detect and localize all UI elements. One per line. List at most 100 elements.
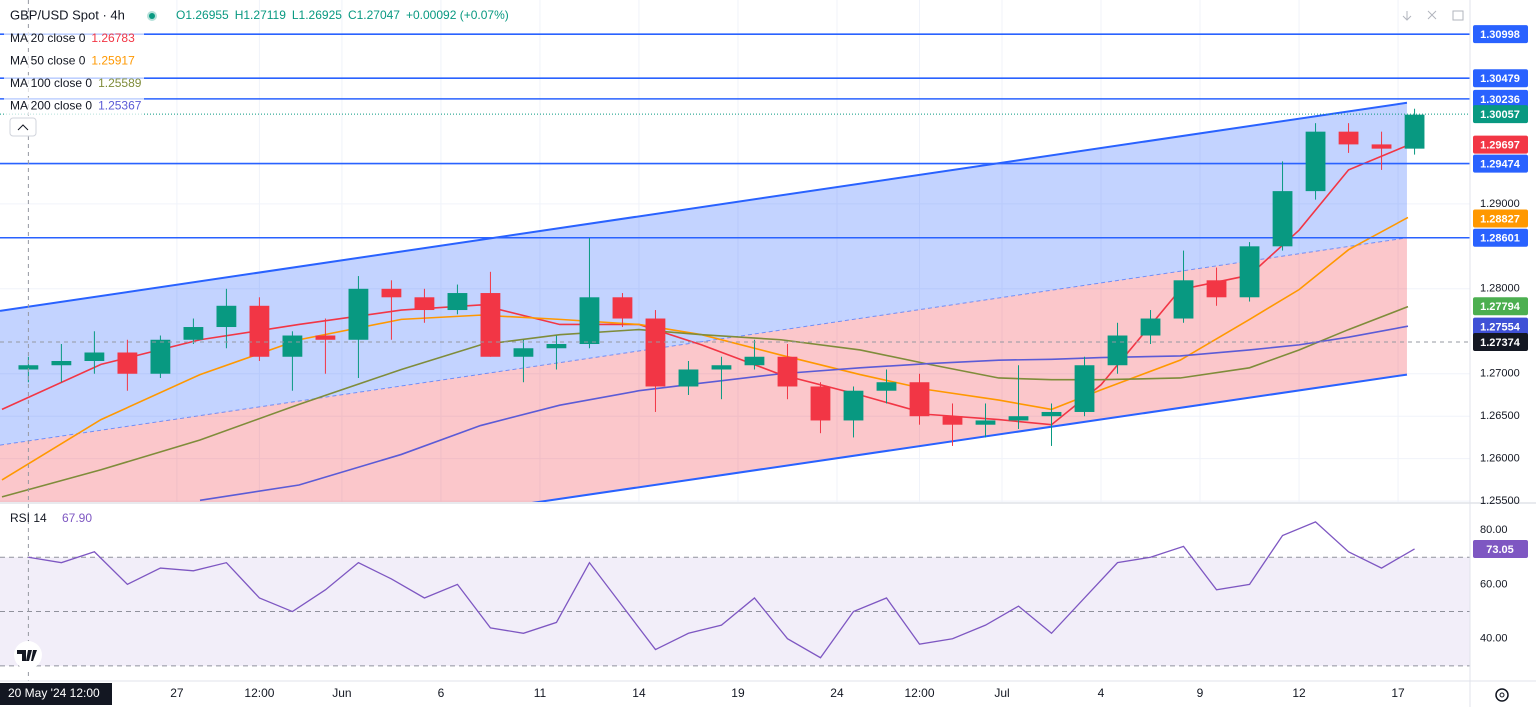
price-pane <box>0 0 1470 502</box>
candle-body <box>1173 280 1194 319</box>
moving-average-line <box>1 305 1409 498</box>
candle-body <box>1305 131 1326 192</box>
last-price-tag-bg <box>1473 105 1528 124</box>
ma-price-tag-bg <box>1473 297 1528 316</box>
ma-price-tag: 1.29697 <box>1480 140 1520 152</box>
legend-name: MA 20 close 0 <box>10 31 86 45</box>
candle-body <box>18 365 39 370</box>
candle-body <box>348 288 369 340</box>
x-tick-label: 24 <box>830 686 844 700</box>
y-tick-label: 60.00 <box>1480 578 1508 590</box>
rsi-pane <box>0 521 1470 667</box>
x-tick-label: 12:00 <box>244 686 274 700</box>
last-price-tag: 1.30057 <box>1480 109 1520 121</box>
x-tick-label: 14 <box>632 686 646 700</box>
ma-price-tag-bg <box>1473 317 1528 336</box>
candle-body <box>315 335 336 340</box>
rsi-tag: 73.05 <box>1486 544 1514 556</box>
legend-name: MA 100 close 0 <box>10 76 92 90</box>
x-tick-label: 19 <box>731 686 745 700</box>
top-icons[interactable] <box>1402 10 1464 21</box>
channel-lower <box>531 373 1408 502</box>
rsi-line <box>28 521 1415 659</box>
candle-body <box>249 305 270 357</box>
candle-body <box>51 360 72 366</box>
tv-logo <box>14 641 42 669</box>
legend-bg <box>4 30 144 48</box>
level-tag-bg <box>1473 89 1528 108</box>
candle-body <box>117 352 138 374</box>
ohlc-legend: H1.27119 <box>235 8 286 22</box>
x-tick-label: 12 <box>1292 686 1306 700</box>
legend-name: MA 50 close 0 <box>10 54 86 68</box>
collapse-button[interactable] <box>9 117 37 137</box>
candle-body <box>1371 144 1392 149</box>
status-dot <box>149 13 155 19</box>
level-tag: 1.30236 <box>1480 94 1520 106</box>
legend-value: 1.25589 <box>98 76 142 90</box>
candle-body <box>183 327 204 340</box>
candle-body <box>612 297 633 319</box>
candle-body <box>282 335 303 357</box>
candle-body <box>447 293 468 311</box>
legend-bg <box>4 52 144 71</box>
candle-body <box>1404 114 1425 149</box>
channel-upper-fill <box>0 102 1407 446</box>
candle-body <box>513 348 534 357</box>
y-tick-label: 1.29000 <box>1480 198 1520 210</box>
candle-body <box>579 297 600 345</box>
crosshair-time-label: 20 May '24 12:00 <box>8 686 100 700</box>
crosshair-time-bg <box>0 683 112 705</box>
x-tick-label: 27 <box>170 686 184 700</box>
candle-body <box>546 344 567 349</box>
ma-price-tag-bg <box>1473 135 1528 154</box>
candle-body <box>1272 191 1293 247</box>
candle-body <box>1041 411 1062 417</box>
ma-price-tag-bg <box>1473 209 1528 228</box>
level-tag: 1.28601 <box>1480 233 1520 245</box>
level-tag: 1.29474 <box>1480 159 1521 171</box>
candle-body <box>381 288 402 298</box>
x-tick-label: Jul <box>994 686 1009 700</box>
channel-upper <box>0 101 1408 312</box>
x-tick-label: 12:00 <box>904 686 934 700</box>
candle-body <box>1206 280 1227 298</box>
x-tick-label: 11 <box>534 686 547 700</box>
candle-body <box>876 382 897 391</box>
y-tick-label: 1.28000 <box>1480 283 1520 295</box>
crosshair-price-tag: 1.27374 <box>1480 337 1521 349</box>
rsi-title: RSI 14 <box>10 511 47 525</box>
rsi-tag-bg <box>1473 539 1528 558</box>
channel-middle <box>0 237 1408 446</box>
legend-value: 1.25367 <box>98 99 142 113</box>
ohlc-legend: C1.27047 <box>348 8 400 22</box>
candle-body <box>942 416 963 425</box>
candle-body <box>150 339 171 374</box>
candle-body <box>1107 335 1128 366</box>
channel-lower-fill <box>0 237 1407 502</box>
x-tick-label: Jun <box>332 686 351 700</box>
level-tag: 1.30479 <box>1480 73 1520 85</box>
x-tick-label: 17 <box>1391 686 1405 700</box>
ma-price-tag: 1.27554 <box>1480 322 1521 334</box>
y-tick-label: 80.00 <box>1480 524 1508 536</box>
candle-body <box>810 386 831 421</box>
candle-body <box>678 369 699 387</box>
candle-body <box>1239 246 1260 298</box>
y-tick-label: 1.26000 <box>1480 453 1520 465</box>
ohlc-legend: +0.00092 (+0.07%) <box>406 8 509 22</box>
ohlc-legend: L1.26925 <box>292 8 342 22</box>
settings-icon[interactable] <box>1495 688 1509 702</box>
legend-value: 1.26783 <box>91 31 135 45</box>
x-tick-label: 4 <box>1098 686 1105 700</box>
symbol-title: GBP/USD Spot · 4h <box>10 7 125 22</box>
candle-body <box>84 352 105 361</box>
ma-price-tag: 1.28827 <box>1480 213 1520 225</box>
ma-price-tag: 1.27794 <box>1480 301 1521 313</box>
crosshair-price-tag-bg <box>1473 332 1528 351</box>
y-tick-label: 1.27000 <box>1480 368 1520 380</box>
candle-body <box>711 365 732 370</box>
candle-body <box>909 382 930 417</box>
candle-body <box>777 356 798 387</box>
